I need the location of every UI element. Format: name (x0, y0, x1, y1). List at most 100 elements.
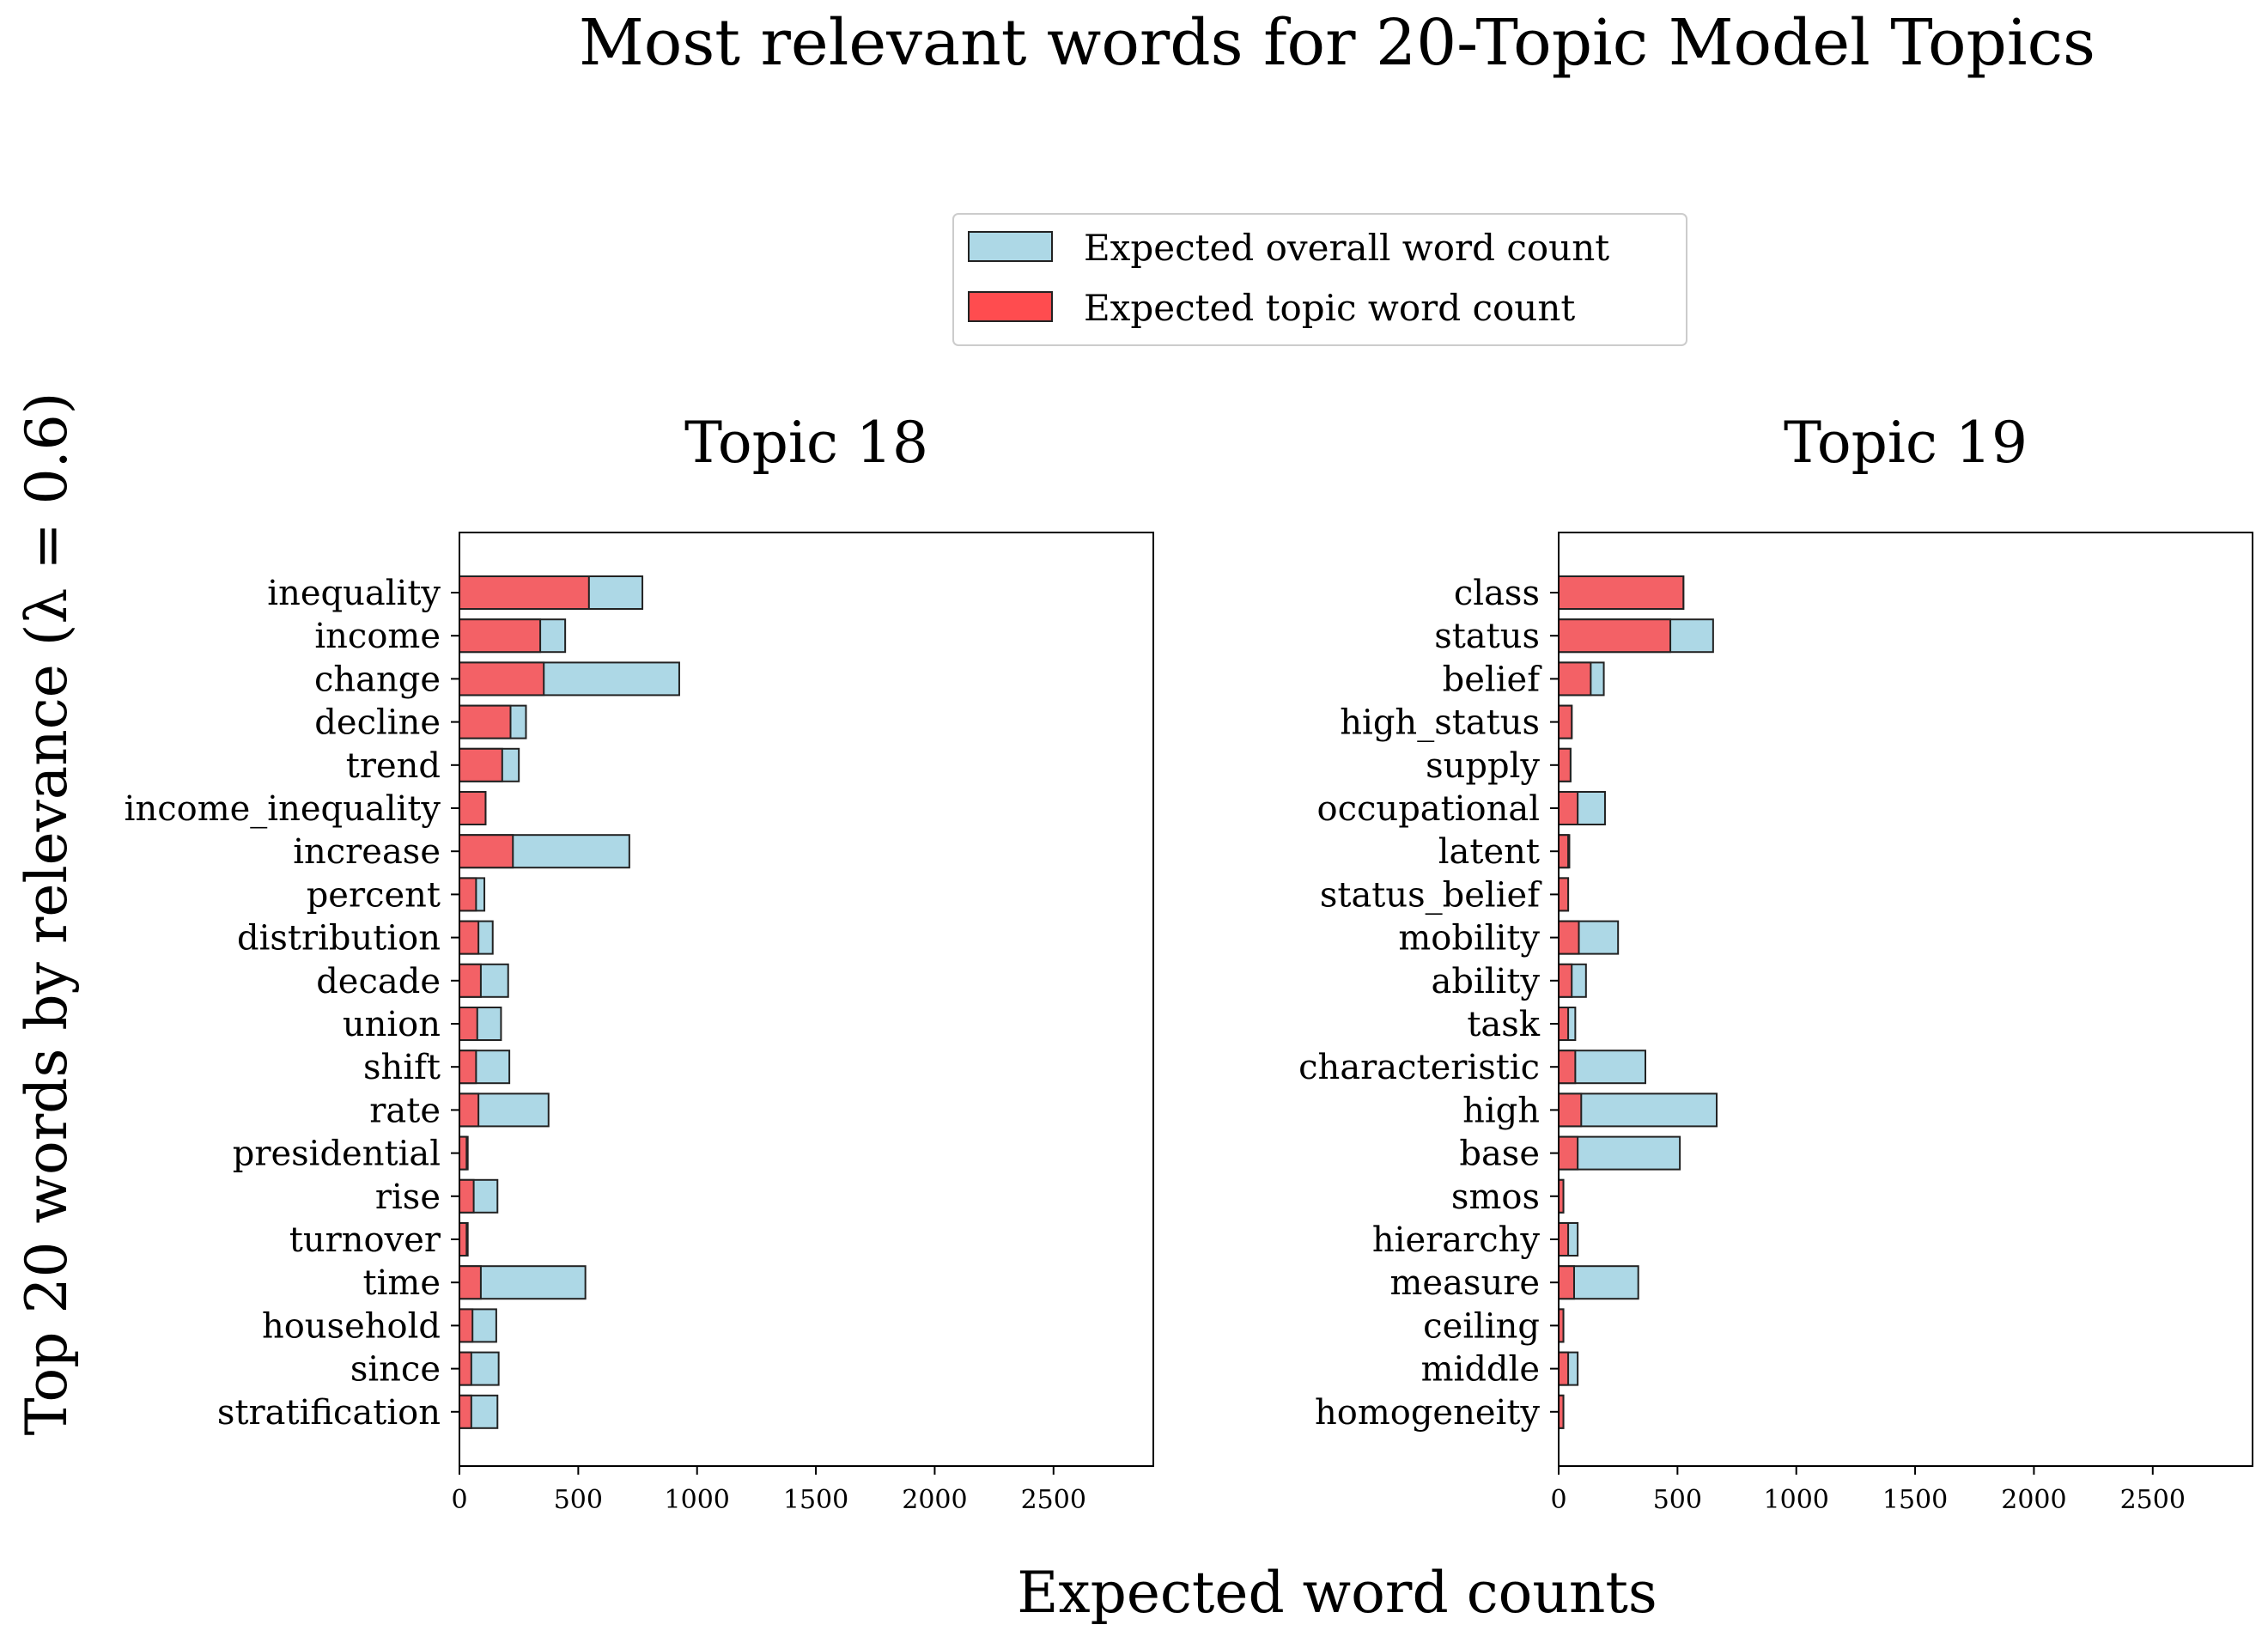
bar-topic-occupational (1558, 791, 1579, 825)
y-tick-label: inequality (267, 574, 441, 613)
bar-topic-base (1558, 1135, 1579, 1171)
y-tick-label: since (350, 1350, 441, 1390)
chart-title: Most relevant words for 20-Topic Model T… (579, 6, 2095, 80)
x-tick-label: 1500 (783, 1485, 848, 1515)
y-tick-label: increase (293, 832, 441, 872)
legend-label-overall: Expected overall word count (1084, 227, 1609, 269)
y-tick-label: ability (1431, 962, 1540, 1001)
panel-title: Topic 18 (684, 410, 928, 476)
x-tick-label: 1500 (1882, 1485, 1948, 1515)
y-tick-label: hierarchy (1372, 1220, 1540, 1260)
bar-topic-ability (1558, 963, 1573, 998)
y-tick-label: income_inequality (125, 789, 441, 829)
y-tick-label: time (363, 1263, 441, 1303)
y-tick-label: ceiling (1423, 1306, 1540, 1346)
y-tick-label: decade (316, 962, 441, 1001)
y-tick-label: shift (363, 1048, 441, 1087)
x-tick-label: 2500 (1021, 1485, 1086, 1515)
bar-topic-class (1558, 575, 1685, 610)
x-tick-label: 0 (1550, 1485, 1566, 1515)
bar-topic-mobility (1558, 920, 1580, 955)
bar-topic-household (459, 1308, 474, 1343)
y-tick-label: household (262, 1306, 441, 1346)
bar-topic-status_belief (1558, 877, 1570, 912)
y-tick-label: high (1462, 1091, 1540, 1130)
y-tick-label: latent (1438, 832, 1540, 872)
x-tick-label: 2000 (2001, 1485, 2066, 1515)
bar-topic-rise (459, 1178, 475, 1214)
bar-topic-decade (459, 963, 482, 998)
bar-topic-turnover (459, 1222, 468, 1257)
y-tick-label: homogeneity (1315, 1393, 1540, 1433)
bar-topic-measure (1558, 1265, 1575, 1300)
y-tick-label: occupational (1317, 789, 1540, 829)
bar-topic-decline (459, 704, 512, 739)
bar-topic-high_status (1558, 704, 1573, 739)
y-tick-label: status (1434, 617, 1540, 656)
y-tick-label: presidential (233, 1135, 441, 1174)
bar-topic-supply (1558, 747, 1572, 782)
bar-topic-high (1558, 1092, 1583, 1128)
y-tick-label: characteristic (1298, 1048, 1540, 1087)
bar-topic-inequality (459, 575, 590, 610)
x-tick-label: 1000 (1764, 1485, 1829, 1515)
bar-topic-trend (459, 747, 503, 782)
x-tick-label: 0 (451, 1485, 467, 1515)
bar-topic-percent (459, 877, 477, 912)
y-tick-label: rate (369, 1091, 441, 1130)
y-tick-label: decline (314, 703, 441, 743)
bar-topic-task (1558, 1007, 1570, 1041)
bar-topic-status (1558, 618, 1672, 654)
y-tick-label: supply (1426, 746, 1540, 786)
y-tick-label: class (1454, 574, 1540, 613)
legend: Expected overall word count Expected top… (952, 213, 1687, 346)
y-tick-label: union (343, 1005, 441, 1044)
x-tick-label: 2500 (2120, 1485, 2186, 1515)
bar-topic-since (459, 1351, 472, 1386)
x-tick-label: 2000 (902, 1485, 967, 1515)
bar-topic-hierarchy (1558, 1222, 1570, 1257)
bar-topic-income (459, 618, 542, 654)
bar-topic-characteristic (1558, 1050, 1577, 1085)
legend-frame (952, 213, 1687, 346)
legend-swatch-topic (968, 291, 1053, 322)
y-tick-label: belief (1443, 660, 1543, 699)
panel-topic-18: Topic 18 inequality income change declinetre… (125, 410, 1154, 1515)
bar-overall-high (1558, 1092, 1718, 1128)
y-axis-label: Top 20 words by relevance (λ = 0.6) (14, 392, 80, 1436)
y-tick-label: turnover (289, 1220, 441, 1260)
legend-swatch-overall (968, 231, 1053, 262)
bar-topic-rate (459, 1092, 480, 1128)
legend-label-topic: Expected topic word count (1084, 287, 1575, 329)
y-tick-label: smos (1451, 1177, 1540, 1217)
bar-topic-middle (1558, 1351, 1570, 1386)
bar-topic-change (459, 661, 545, 697)
bar-topic-stratification (459, 1394, 472, 1429)
bar-topic-shift (459, 1050, 477, 1085)
bar-topic-belief (1558, 661, 1592, 697)
bar-topic-income_inequality (459, 791, 487, 825)
panel-title: Topic 19 (1784, 410, 2028, 476)
y-tick-label: stratification (217, 1393, 441, 1433)
plot-frame (1558, 532, 2253, 1467)
x-tick-label: 1000 (665, 1485, 730, 1515)
bar-topic-union (459, 1007, 478, 1041)
x-tick-label: 500 (1653, 1485, 1702, 1515)
y-tick-label: mobility (1398, 919, 1540, 958)
y-tick-label: task (1467, 1005, 1540, 1044)
bar-overall-base (1558, 1135, 1681, 1171)
plot-frame (459, 532, 1154, 1467)
bar-topic-presidential (459, 1135, 468, 1171)
y-tick-label: measure (1389, 1263, 1540, 1303)
y-tick-label: middle (1421, 1350, 1540, 1390)
y-tick-label: rise (375, 1177, 441, 1217)
y-tick-label: status_belief (1320, 875, 1542, 915)
y-tick-label: base (1459, 1135, 1540, 1174)
bar-topic-increase (459, 834, 514, 869)
x-tick-label: 500 (554, 1485, 603, 1515)
y-tick-label: distribution (237, 919, 441, 958)
y-tick-label: high_status (1340, 703, 1540, 743)
y-tick-label: trend (346, 746, 441, 786)
y-tick-label: income (314, 617, 441, 656)
